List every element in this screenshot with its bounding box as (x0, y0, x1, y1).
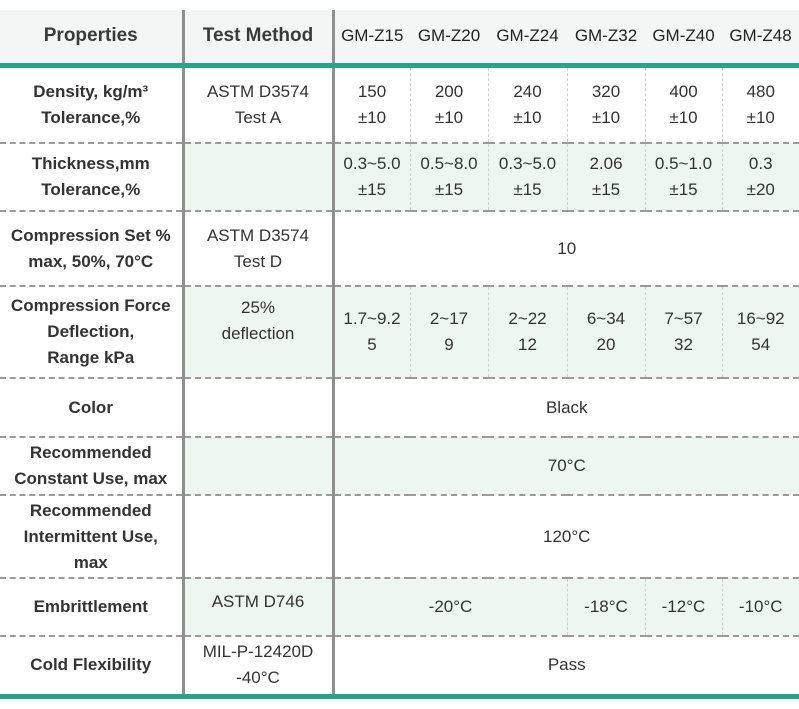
property-label: Cold Flexibility (0, 636, 185, 699)
method-line: MIL-P-12420D (202, 642, 314, 662)
property-label: Recommended Intermittent Use, max (0, 495, 185, 579)
method-line: -40°C (236, 668, 280, 688)
header-model: GM-Z20 (410, 10, 488, 68)
method-line: ASTM D3574 (206, 225, 310, 245)
value-cell: 7~57 32 (644, 286, 722, 379)
header-model: GM-Z48 (722, 10, 799, 68)
properties-table: Properties Test Method GM-Z15 GM-Z20 GM-… (0, 10, 799, 699)
row-intermittent-use: Recommended Intermittent Use, max 120°C (0, 495, 799, 579)
header-test-method: Test Method (183, 10, 335, 68)
method-line: deflection (221, 324, 295, 343)
header-properties: Properties (0, 10, 185, 68)
label-line: max (73, 552, 108, 572)
row-cold-flexibility: Cold Flexibility MIL-P-12420D -40°C Pass (0, 636, 799, 699)
value-cell-merged: 70°C (332, 437, 799, 496)
value-cell: 240 ±10 (487, 65, 567, 144)
method-line: 25% (240, 298, 276, 317)
test-method-cell: ASTM D746 (183, 578, 335, 637)
value-cell-merged: -20°C (332, 578, 567, 637)
label-line: Tolerance,% (41, 107, 141, 127)
row-constant-use: Recommended Constant Use, max 70°C (0, 437, 799, 496)
value-cell: 400 ±10 (644, 65, 722, 144)
value-cell: -12°C (644, 578, 722, 637)
header-model: GM-Z40 (645, 10, 722, 68)
label-line: Density, kg/m³ (33, 81, 149, 101)
label-line: Thickness,mm (31, 154, 150, 173)
test-method-cell: 25% deflection (183, 286, 335, 379)
property-label: Thickness,mm Tolerance,% (0, 143, 185, 212)
label-line: Tolerance,% (41, 180, 141, 199)
test-method-cell (183, 143, 335, 212)
label-line: max, 50%, 70°C (28, 251, 154, 271)
test-method-cell: MIL-P-12420D -40°C (183, 636, 335, 699)
value-cell: 6~34 20 (566, 286, 645, 379)
value-cell: 0.3~5.0 ±15 (487, 143, 567, 212)
row-embrittlement: Embrittlement ASTM D746 -20°C -18°C -12°… (0, 578, 799, 637)
method-line: ASTM D3574 (206, 81, 310, 101)
property-label: Color (0, 378, 185, 438)
label-line: Recommended (29, 500, 152, 520)
label-line: Range kPa (47, 348, 135, 367)
value-cell: 1.7~9.2 5 (332, 286, 410, 379)
value-cell: 2.06 ±15 (566, 143, 645, 212)
header-model: GM-Z15 (333, 10, 410, 68)
label-line: Deflection, (47, 322, 135, 341)
value-cell-merged: 10 (332, 211, 799, 287)
value-cell-merged: Pass (332, 636, 799, 699)
value-cell-merged: 120°C (332, 495, 799, 579)
test-method-cell (183, 378, 335, 438)
method-line: Test A (234, 107, 282, 127)
value-cell: 150 ±10 (332, 65, 410, 144)
test-method-cell: ASTM D3574 Test A (183, 65, 335, 144)
value-cell: -10°C (721, 578, 799, 637)
row-color: Color Black (0, 378, 799, 438)
header-model: GM-Z32 (567, 10, 645, 68)
header-model: GM-Z24 (488, 10, 567, 68)
test-method-cell: ASTM D3574 Test D (183, 211, 335, 287)
property-label: Compression Force Deflection, Range kPa (0, 286, 185, 379)
label-line: Constant Use, max (14, 469, 168, 488)
value-cell-merged: Black (332, 378, 799, 438)
value-cell: 2~17 9 (409, 286, 488, 379)
label-line: Recommended (29, 443, 152, 462)
test-method-cell (183, 495, 335, 579)
row-density: Density, kg/m³ Tolerance,% ASTM D3574 Te… (0, 65, 799, 144)
value-cell: -18°C (566, 578, 645, 637)
label-line: Compression Force (10, 296, 171, 315)
value-cell: 0.5~1.0 ±15 (644, 143, 722, 212)
row-compression-force-deflection: Compression Force Deflection, Range kPa … (0, 286, 799, 379)
row-compression-set: Compression Set % max, 50%, 70°C ASTM D3… (0, 211, 799, 287)
header-row: Properties Test Method GM-Z15 GM-Z20 GM-… (0, 10, 799, 68)
label-line: Compression Set % (10, 225, 171, 245)
value-cell: 0.3~5.0 ±15 (332, 143, 410, 212)
property-label: Compression Set % max, 50%, 70°C (0, 211, 185, 287)
property-label: Recommended Constant Use, max (0, 437, 185, 496)
property-label: Density, kg/m³ Tolerance,% (0, 65, 185, 144)
value-cell: 320 ±10 (566, 65, 645, 144)
value-cell: 480 ±10 (721, 65, 799, 144)
value-cell: 0.3 ±20 (721, 143, 799, 212)
label-line: Intermittent Use, (23, 526, 158, 546)
row-thickness: Thickness,mm Tolerance,% 0.3~5.0 ±15 0.5~… (0, 143, 799, 212)
value-cell: 200 ±10 (409, 65, 488, 144)
test-method-cell (183, 437, 335, 496)
method-line: Test D (233, 251, 283, 271)
property-label: Embrittlement (0, 578, 185, 637)
value-cell: 2~22 12 (487, 286, 567, 379)
value-cell: 16~92 54 (721, 286, 799, 379)
value-cell: 0.5~8.0 ±15 (409, 143, 488, 212)
